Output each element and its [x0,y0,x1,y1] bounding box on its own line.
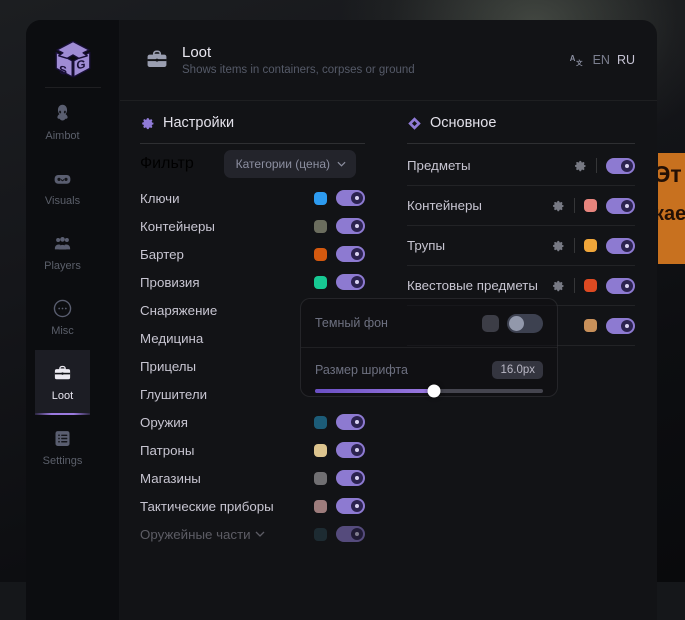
svg-text:G: G [76,57,85,72]
svg-text:文: 文 [576,57,583,66]
svg-text:S: S [59,63,67,78]
svg-text:A: A [569,54,575,63]
